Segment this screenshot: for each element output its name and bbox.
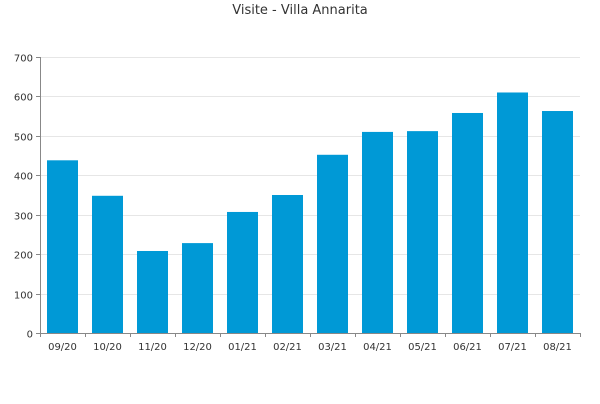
- x-tick-label: 09/20: [48, 342, 77, 353]
- x-tick-label: 10/20: [93, 342, 122, 353]
- x-tick-label: 12/20: [183, 342, 212, 353]
- bar-05-21: [407, 131, 438, 333]
- bar-07-21: [497, 92, 528, 333]
- bar-09-20: [47, 160, 78, 333]
- bar-02-21: [272, 195, 303, 333]
- y-tick-label: 200: [14, 251, 33, 262]
- x-tick-label: 04/21: [363, 342, 392, 353]
- bar-08-21: [542, 111, 573, 333]
- y-tick-label: 100: [14, 291, 33, 302]
- label-layer: 0 100 200 300 400 500 600 700 09/20 10/20 11/20 12/…: [14, 54, 572, 354]
- y-tick-label: 400: [14, 172, 33, 183]
- y-tick-label: 600: [14, 93, 33, 104]
- x-tick-label: 06/21: [453, 342, 482, 353]
- x-tick-label: 01/21: [228, 342, 257, 353]
- bar-06-21: [452, 112, 483, 333]
- grid-layer: [40, 57, 580, 295]
- chart-title: Visite - Villa Annarita: [232, 3, 368, 18]
- x-tick-label: 02/21: [273, 342, 302, 353]
- bar-01-21: [227, 211, 258, 333]
- bar-12-20: [182, 243, 213, 333]
- bar-10-20: [92, 195, 123, 333]
- bar-layer: [47, 92, 573, 333]
- x-tick-label: 07/21: [498, 342, 527, 353]
- x-tick-label: 11/20: [138, 342, 167, 353]
- bar-11-20: [137, 250, 168, 333]
- x-tick-label: 03/21: [318, 342, 347, 353]
- axis-layer: [36, 57, 581, 337]
- y-tick-label: 0: [27, 330, 33, 341]
- y-tick-label: 300: [14, 212, 33, 223]
- x-tick-label: 05/21: [408, 342, 437, 353]
- x-tick-label: 08/21: [543, 342, 572, 353]
- bar-03-21: [317, 154, 348, 333]
- bar-04-21: [362, 131, 393, 333]
- y-tick-label: 700: [14, 54, 33, 65]
- y-tick-label: 500: [14, 133, 33, 144]
